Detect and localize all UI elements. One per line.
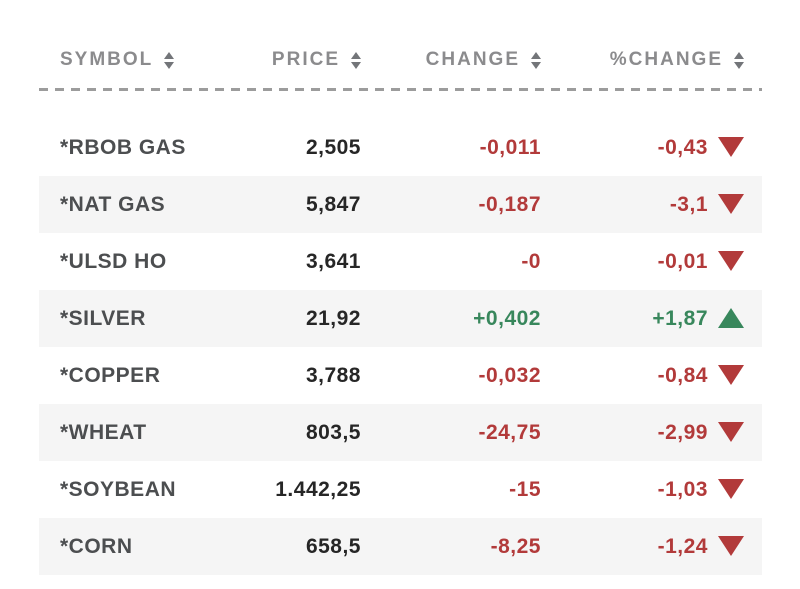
- change-cell: -0,032: [478, 363, 541, 387]
- pct-change-cell: -1,24: [541, 535, 744, 559]
- table-row-wheat: *WHEAT 803,5 -24,75 -2,99: [39, 404, 762, 461]
- column-header-label: CHANGE: [425, 49, 520, 70]
- pct-change-value: -0,43: [657, 135, 708, 159]
- change-cell: -15: [509, 477, 541, 501]
- price-cell: 658,5: [305, 534, 361, 558]
- column-header-label: SYMBOL: [60, 49, 154, 70]
- pct-change-cell: -3,1: [541, 193, 744, 217]
- symbol-cell: *ULSD HO: [60, 249, 167, 273]
- sort-arrows-icon[interactable]: [734, 51, 744, 69]
- trend-down-triangle-icon: [718, 136, 744, 157]
- pct-change-value: -2,99: [657, 420, 708, 444]
- price-cell: 3,641: [305, 249, 361, 273]
- symbol-cell: *RBOB GAS: [60, 135, 186, 159]
- change-cell: +0,402: [473, 306, 541, 330]
- column-header-label: PRICE: [271, 49, 340, 70]
- price-cell: 1.442,25: [275, 477, 361, 501]
- change-cell: -0,011: [479, 135, 541, 159]
- trend-down-triangle-icon: [718, 535, 744, 556]
- pct-change-value: -0,84: [657, 363, 708, 387]
- pct-change-cell: -0,84: [541, 364, 744, 388]
- header-divider: [39, 88, 762, 91]
- symbol-cell: *CORN: [60, 534, 133, 558]
- price-cell: 2,505: [305, 135, 361, 159]
- sort-arrows-icon[interactable]: [164, 51, 175, 69]
- price-cell: 5,847: [305, 192, 361, 216]
- trend-up-triangle-icon: [718, 307, 744, 328]
- pct-change-value: -1,03: [657, 477, 708, 501]
- trend-down-triangle-icon: [718, 421, 744, 442]
- table-row-rbob-gas: *RBOB GAS 2,505 -0,011 -0,43: [39, 119, 762, 176]
- commodities-quote-table: SYMBOL PRICE CHANGE %CHANGE *RBOB GAS 2,…: [39, 0, 762, 575]
- change-cell: -24,75: [478, 420, 541, 444]
- pct-change-value: -1,24: [657, 534, 708, 558]
- symbol-cell: *COPPER: [60, 363, 161, 387]
- trend-down-triangle-icon: [718, 478, 744, 499]
- trend-down-triangle-icon: [718, 193, 744, 214]
- price-cell: 3,788: [305, 363, 361, 387]
- table-row-ulsd-ho: *ULSD HO 3,641 -0 -0,01: [39, 233, 762, 290]
- pct-change-cell: -2,99: [541, 421, 744, 445]
- column-header-symbol[interactable]: SYMBOL: [60, 49, 240, 71]
- trend-down-triangle-icon: [718, 364, 744, 385]
- sort-arrows-icon[interactable]: [351, 51, 361, 69]
- column-header-label: %CHANGE: [609, 49, 723, 70]
- pct-change-value: -0,01: [657, 249, 708, 273]
- change-cell: -0: [521, 249, 541, 273]
- column-header-pct-change[interactable]: %CHANGE: [541, 49, 744, 71]
- table-row-nat-gas: *NAT GAS 5,847 -0,187 -3,1: [39, 176, 762, 233]
- column-header-price[interactable]: PRICE: [240, 49, 361, 71]
- pct-change-value: -3,1: [669, 192, 708, 216]
- pct-change-cell: -1,03: [541, 478, 744, 502]
- symbol-cell: *WHEAT: [60, 420, 147, 444]
- symbol-cell: *SOYBEAN: [60, 477, 177, 501]
- symbol-cell: *NAT GAS: [60, 192, 166, 216]
- pct-change-cell: +1,87: [541, 307, 744, 331]
- change-cell: -0,187: [478, 192, 541, 216]
- table-row-corn: *CORN 658,5 -8,25 -1,24: [39, 518, 762, 575]
- pct-change-cell: -0,01: [541, 250, 744, 274]
- table-row-copper: *COPPER 3,788 -0,032 -0,84: [39, 347, 762, 404]
- price-cell: 803,5: [305, 420, 361, 444]
- table-body: *RBOB GAS 2,505 -0,011 -0,43 *NAT GAS 5,…: [39, 119, 762, 575]
- pct-change-value: +1,87: [652, 306, 708, 330]
- column-header-change[interactable]: CHANGE: [361, 49, 541, 71]
- symbol-cell: *SILVER: [60, 306, 146, 330]
- sort-arrows-icon[interactable]: [531, 51, 541, 69]
- change-cell: -8,25: [490, 534, 541, 558]
- table-row-silver: *SILVER 21,92 +0,402 +1,87: [39, 290, 762, 347]
- table-row-soybean: *SOYBEAN 1.442,25 -15 -1,03: [39, 461, 762, 518]
- table-header: SYMBOL PRICE CHANGE %CHANGE: [39, 32, 762, 88]
- trend-down-triangle-icon: [718, 250, 744, 271]
- pct-change-cell: -0,43: [541, 136, 744, 160]
- price-cell: 21,92: [305, 306, 361, 330]
